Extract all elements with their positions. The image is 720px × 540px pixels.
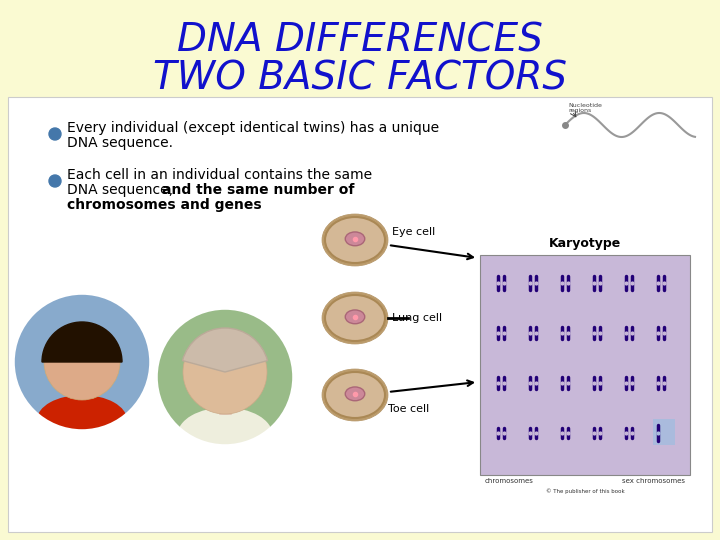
Ellipse shape	[323, 215, 387, 265]
Text: and the same number of: and the same number of	[162, 183, 354, 197]
Text: Nucleotide
regions: Nucleotide regions	[568, 103, 602, 113]
Ellipse shape	[178, 408, 272, 462]
Ellipse shape	[346, 310, 365, 324]
Ellipse shape	[322, 292, 388, 344]
Ellipse shape	[37, 395, 127, 445]
Text: TWO BASIC FACTORS: TWO BASIC FACTORS	[153, 59, 567, 97]
Wedge shape	[42, 322, 122, 362]
Text: chromosomes and genes: chromosomes and genes	[67, 198, 261, 212]
Text: Lung cell: Lung cell	[392, 313, 442, 323]
Circle shape	[44, 324, 120, 400]
Text: Toe cell: Toe cell	[388, 404, 429, 414]
Circle shape	[156, 308, 294, 446]
Text: Eye cell: Eye cell	[392, 227, 436, 237]
Text: DNA sequence,: DNA sequence,	[67, 183, 173, 197]
Text: Karyotype: Karyotype	[549, 237, 621, 249]
Text: © The publisher of this book: © The publisher of this book	[546, 488, 624, 494]
Ellipse shape	[346, 387, 365, 401]
Wedge shape	[182, 328, 268, 372]
Ellipse shape	[325, 217, 385, 263]
Circle shape	[12, 292, 152, 432]
Ellipse shape	[324, 294, 386, 342]
Circle shape	[49, 175, 61, 187]
Ellipse shape	[346, 232, 365, 246]
Ellipse shape	[323, 293, 387, 343]
Text: DNA sequence.: DNA sequence.	[67, 136, 173, 150]
Text: sex chromosomes: sex chromosomes	[622, 478, 685, 484]
Circle shape	[13, 293, 151, 431]
Circle shape	[183, 330, 267, 414]
Ellipse shape	[325, 295, 385, 341]
Bar	[653, 419, 675, 445]
Text: DNA DIFFERENCES: DNA DIFFERENCES	[177, 21, 543, 59]
Text: chromosomes: chromosomes	[485, 478, 534, 484]
Ellipse shape	[324, 216, 386, 264]
Circle shape	[49, 128, 61, 140]
Circle shape	[155, 307, 295, 447]
Ellipse shape	[323, 370, 387, 420]
Bar	[480, 255, 690, 475]
Text: Every individual (except identical twins) has a unique: Every individual (except identical twins…	[67, 121, 439, 135]
Ellipse shape	[324, 371, 386, 419]
Ellipse shape	[322, 369, 388, 421]
Text: Each cell in an individual contains the same: Each cell in an individual contains the …	[67, 168, 372, 182]
Bar	[8, 97, 712, 532]
Ellipse shape	[322, 214, 388, 266]
Ellipse shape	[325, 372, 385, 418]
